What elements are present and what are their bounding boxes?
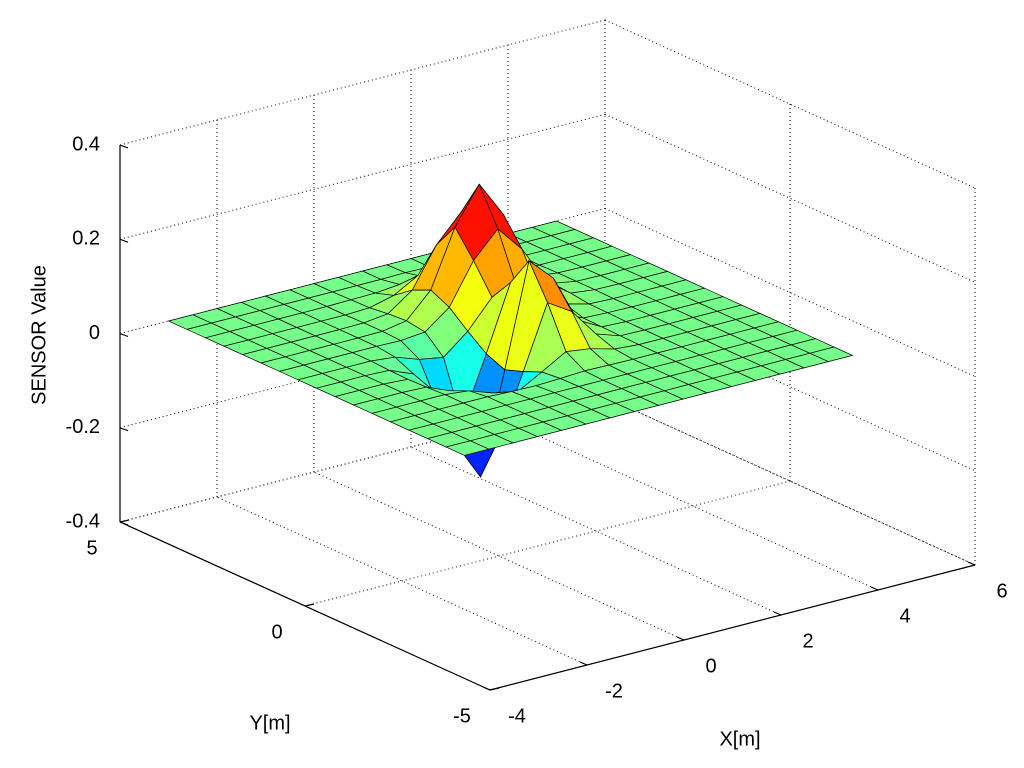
surface [167,183,854,479]
z-tick [119,427,129,432]
y-axis-label: Y[m] [249,712,290,734]
y-tick-label: 5 [86,537,97,559]
y-tick [119,519,130,523]
x-tick-label: 4 [899,605,910,627]
z-axis-label: SENSOR Value [28,265,50,405]
y-tick [304,603,315,607]
x-tick [773,611,782,616]
z-tick-label: 0.4 [72,133,100,155]
z-tick-label: -0.2 [66,416,100,438]
z-tick-label: -0.4 [66,510,100,532]
x-tick [482,686,491,691]
surface-patch [444,440,490,456]
z-tick [119,521,129,526]
x-tick-label: 6 [996,580,1007,602]
y-tick-label: -5 [453,705,471,727]
x-axis-line [489,564,976,691]
x-tick-label: -2 [605,680,623,702]
z-tick-label: 0 [89,322,100,344]
x-axis-label: X[m] [719,728,760,750]
x-tick-label: 2 [802,630,813,652]
x-tick-label: -4 [508,705,526,727]
z-tick-label: 0.2 [72,228,100,250]
z-tick [119,238,129,243]
x-tick [967,561,976,566]
y-tick-label: 0 [271,621,282,643]
axes: -4 -2 0 2 4 6 -5 0 5 -0.4 -0.2 0 0.2 0.4 [66,133,1008,727]
y-tick [489,687,500,691]
x-tick [870,586,879,591]
z-tick [119,332,129,338]
x-tick [676,636,685,641]
x-tick [579,661,588,666]
x-tick-label: 0 [705,655,716,677]
z-tick [119,144,129,149]
